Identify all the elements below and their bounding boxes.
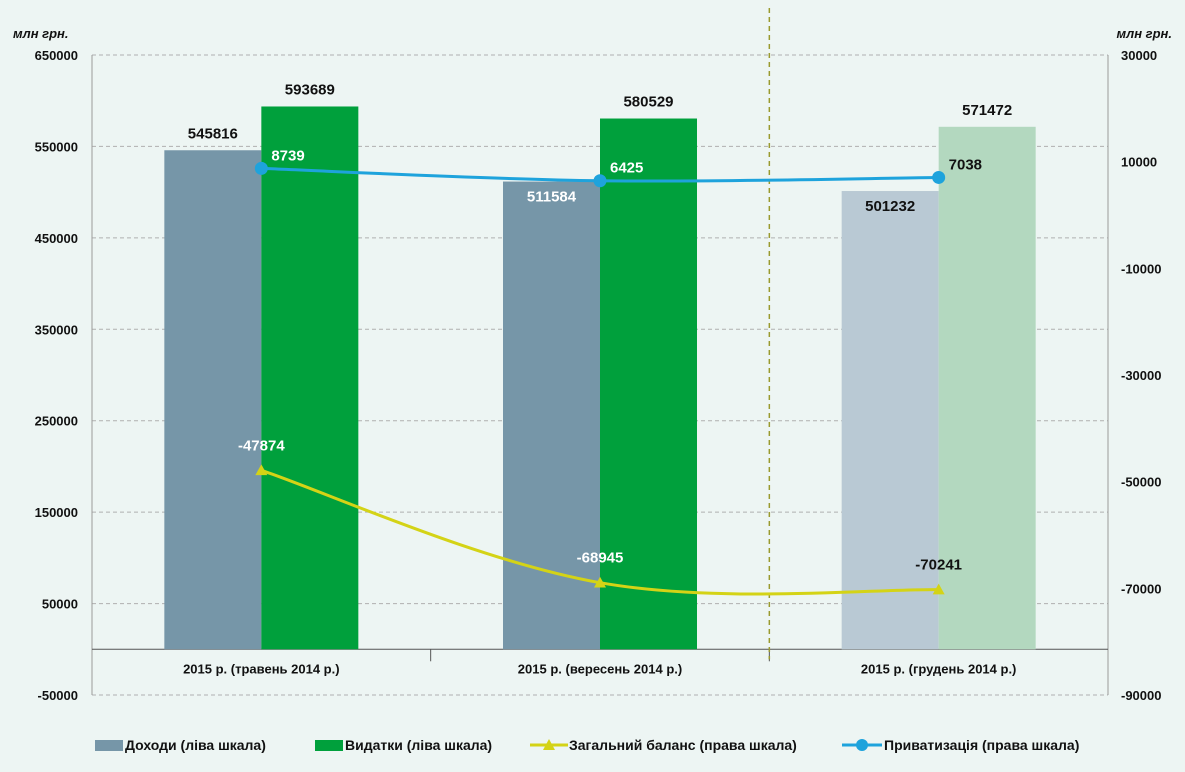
right-tick-label: -50000: [1121, 475, 1161, 490]
privatization-marker: [932, 170, 946, 184]
expense-value-label: 593689: [285, 81, 335, 98]
legend: Доходи (ліва шкала) Видатки (ліва шкала) З…: [95, 737, 1079, 753]
right-tick-label: -70000: [1121, 581, 1161, 596]
expense-bar: [261, 106, 359, 650]
balance-marker: [255, 464, 268, 476]
expense-value-label: 571472: [962, 102, 1012, 119]
left-tick-label: 50000: [42, 597, 78, 612]
expense-value-label: 580529: [623, 94, 673, 111]
left-tick-label: 550000: [35, 139, 78, 154]
balance-marker: [594, 576, 606, 588]
category-label: 2015 р. (травень 2014 р.): [183, 661, 339, 676]
lines: [254, 161, 946, 596]
right-axis-unit: млн грн.: [1116, 26, 1172, 41]
right-tick-label: -30000: [1121, 368, 1161, 383]
left-tick-label: 650000: [35, 48, 78, 63]
left-tick-label: 450000: [35, 231, 78, 246]
balance-value-label: -70241: [915, 557, 962, 574]
left-axis-unit: млн грн.: [13, 26, 69, 41]
legend-swatch-expense: [315, 740, 343, 751]
privatization-value-label: 8739: [271, 147, 304, 164]
balance-value-label: -47874: [238, 437, 285, 454]
balance-value-label: -68945: [577, 550, 624, 567]
bars: [164, 106, 1036, 650]
balance-marker: [932, 583, 945, 595]
left-tick-label: 250000: [35, 414, 78, 429]
category-label: 2015 р. (грудень 2014 р.): [861, 661, 1016, 676]
legend-marker-privatization: [856, 739, 868, 751]
legend-marker-balance: [543, 739, 555, 750]
privatization-marker: [254, 161, 268, 175]
axes: 650000 550000 450000 350000 250000 150000 5000…: [35, 8, 1161, 703]
privatization-value-label: 6425: [610, 160, 643, 177]
income-value-label: 511584: [527, 189, 577, 206]
data-labels: 545816 593689 511584 580529 501232 571472 -478…: [188, 81, 1012, 573]
privatization-marker: [593, 174, 607, 188]
legend-label-expense: Видатки (ліва шкала): [345, 737, 492, 753]
income-bar: [164, 150, 262, 650]
privatization-value-label: 7038: [949, 156, 982, 173]
left-tick-label: 150000: [35, 505, 78, 520]
legend-label-income: Доходи (ліва шкала): [125, 737, 266, 753]
expense-bar: [600, 118, 697, 650]
right-tick-label: 30000: [1121, 48, 1157, 63]
right-tick-label: -10000: [1121, 261, 1161, 276]
expense-bar: [938, 126, 1036, 650]
left-tick-label: 350000: [35, 322, 78, 337]
income-value-label: 501232: [865, 198, 915, 215]
legend-swatch-income: [95, 740, 123, 751]
right-tick-label: 10000: [1121, 155, 1157, 170]
income-value-label: 545816: [188, 125, 238, 142]
legend-label-balance: Загальний баланс (права шкала): [569, 737, 797, 753]
category-label: 2015 р. (вересень 2014 р.): [518, 661, 682, 676]
right-tick-label: -90000: [1121, 688, 1161, 703]
left-tick-label: -50000: [38, 688, 78, 703]
legend-label-privatization: Приватизація (права шкала): [884, 737, 1079, 753]
income-bar: [841, 191, 939, 650]
